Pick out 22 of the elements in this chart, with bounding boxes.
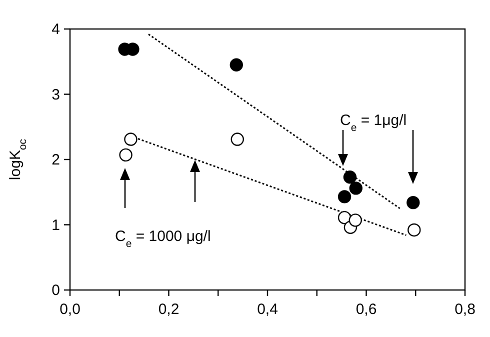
point: [230, 132, 244, 146]
y-tick-label: 2: [52, 152, 60, 168]
y-tick-label: 4: [52, 21, 60, 38]
x-tick-label: 0,4: [257, 301, 278, 318]
point: [119, 148, 132, 162]
point: [348, 214, 362, 227]
annotation: C$_{e}$ = 1000 μg/l: [115, 228, 211, 250]
y-tick-label: 1: [52, 216, 60, 234]
point: [343, 170, 357, 184]
point: [338, 190, 352, 204]
point: [230, 58, 243, 72]
point: [124, 132, 138, 146]
annotation: C$_{e}$ = 1μg/l: [340, 112, 407, 134]
x-tick-label: 0,6: [356, 301, 377, 318]
point: [406, 196, 420, 210]
y-tick-label: 3: [52, 86, 60, 104]
x-tick-label: 0,8: [454, 301, 476, 318]
point: [349, 182, 362, 195]
x-tick-label: 0,0: [60, 301, 80, 318]
y-tick-label: 0: [52, 282, 60, 299]
point: [408, 223, 421, 237]
x-tick-label: 0,2: [158, 301, 180, 318]
